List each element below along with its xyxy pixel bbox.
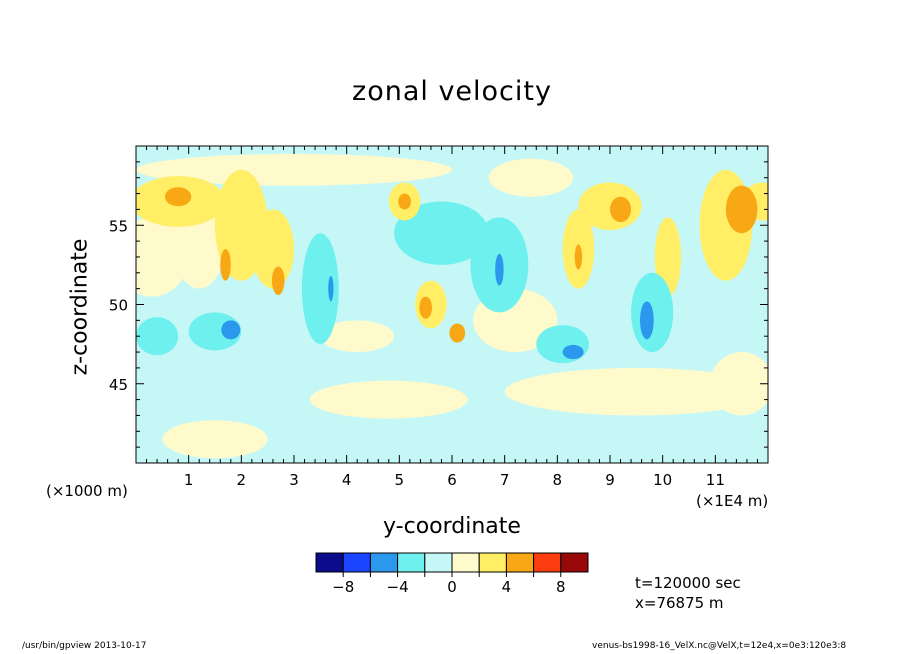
heatmap-cell xyxy=(574,244,583,270)
heatmap-cell xyxy=(578,182,642,231)
colorbar-swatch xyxy=(342,552,371,573)
heatmap-cell xyxy=(536,325,589,364)
colorbar-label: 4 xyxy=(502,578,512,596)
x-tick-label: 2 xyxy=(237,471,247,489)
heatmap-cell xyxy=(504,367,768,416)
heatmap-cell xyxy=(162,420,268,459)
y-tick-label: 45 xyxy=(109,376,128,394)
heatmap-cell xyxy=(136,153,452,186)
heatmap-cell xyxy=(328,275,334,302)
heatmap-cell xyxy=(610,196,632,223)
heatmap-cell xyxy=(320,320,395,353)
x-tick-label: 6 xyxy=(447,471,457,489)
heatmap-cell xyxy=(136,317,179,356)
colorbar-swatch xyxy=(505,552,535,573)
heatmap-cell xyxy=(309,380,468,419)
colorbar-label: 8 xyxy=(556,578,566,596)
x-tick-label: 8 xyxy=(553,471,563,489)
heatmap-cell xyxy=(725,185,758,234)
colorbar-label: −4 xyxy=(387,578,409,596)
x-tick-label: 11 xyxy=(706,471,725,489)
colorbar-label: −8 xyxy=(332,578,354,596)
x-tick-label: 1 xyxy=(184,471,194,489)
chart-title: zonal velocity xyxy=(352,76,552,107)
heatmap-cell xyxy=(164,187,192,207)
colorbar: −8 −4 0 4 8 xyxy=(315,552,589,596)
colorbar-swatch xyxy=(369,552,399,573)
x-axis-label: y-coordinate xyxy=(383,514,521,539)
heatmap-cell xyxy=(271,266,285,295)
heatmap-cell xyxy=(301,233,339,345)
heatmap-cell xyxy=(449,323,466,343)
heatmap-cell xyxy=(209,361,316,406)
heatmap-cell xyxy=(220,249,231,281)
colorbar-swatch xyxy=(478,552,507,573)
x-tick-label: 10 xyxy=(653,471,672,489)
colorbar-swatch xyxy=(397,552,426,573)
position-annotation: x=76875 m xyxy=(635,594,724,612)
heatmap-field xyxy=(136,146,768,463)
x-tick-label: 4 xyxy=(342,471,352,489)
colorbar-swatch xyxy=(315,552,344,573)
heatmap-cell xyxy=(654,217,682,297)
x-tick-label: 7 xyxy=(500,471,510,489)
y-tick-label: 55 xyxy=(109,217,128,235)
time-annotation: t=120000 sec xyxy=(635,574,741,592)
y-tick-label: 50 xyxy=(109,297,128,315)
y-axis: 45 50 55 xyxy=(109,161,768,448)
heatmap-cell xyxy=(394,201,489,265)
x-scale-label: (×1E4 m) xyxy=(696,492,769,510)
x-tick-label: 5 xyxy=(395,471,405,489)
x-axis: 1 2 3 4 5 6 7 8 9 10 11 xyxy=(146,146,769,489)
x-tick-label: 9 xyxy=(605,471,615,489)
y-axis-label-wrap: z-coordinate xyxy=(50,232,110,382)
heatmap-cell xyxy=(562,344,584,360)
heatmap-cell xyxy=(221,320,241,340)
x-tick-label: 3 xyxy=(289,471,299,489)
colorbar-swatch xyxy=(424,552,453,573)
colorbar-label: 0 xyxy=(447,578,457,596)
footer-right: venus-bs1998-16_VelX.nc@VelX,t=12e4,x=0e… xyxy=(592,641,847,651)
y-axis-label: z-coordinate xyxy=(67,238,93,376)
heatmap-cell xyxy=(251,209,294,289)
colorbar-swatch xyxy=(533,552,562,573)
heatmap-cell xyxy=(419,296,432,319)
colorbar-swatch xyxy=(451,552,480,573)
footer-left: /usr/bin/gpview 2013-10-17 xyxy=(22,641,147,651)
colorbar-swatch xyxy=(560,552,589,573)
heatmap-cell xyxy=(495,253,504,286)
heatmap-cell xyxy=(640,301,654,340)
heatmap-cell xyxy=(398,193,411,210)
y-scale-label: (×1000 m) xyxy=(46,482,128,500)
heatmap-cell xyxy=(710,352,768,416)
heatmap-cell xyxy=(488,158,574,197)
